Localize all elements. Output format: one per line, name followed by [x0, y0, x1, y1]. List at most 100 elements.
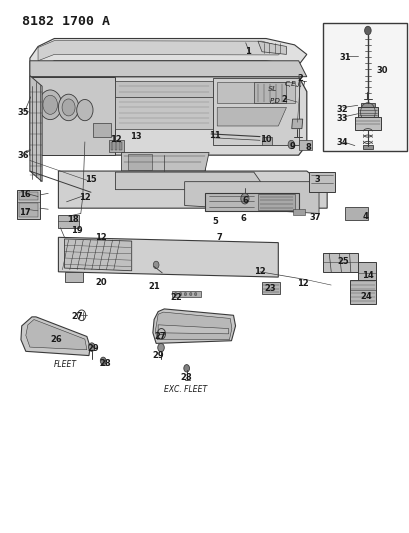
Polygon shape — [109, 140, 123, 152]
Text: 34: 34 — [336, 139, 348, 148]
Text: 36: 36 — [17, 151, 29, 160]
Polygon shape — [121, 152, 209, 171]
Circle shape — [189, 293, 191, 296]
Polygon shape — [21, 317, 90, 356]
Text: 31: 31 — [339, 53, 351, 62]
Circle shape — [76, 100, 93, 120]
Polygon shape — [153, 309, 235, 343]
Polygon shape — [144, 155, 204, 171]
Polygon shape — [217, 82, 294, 103]
Text: EXC. FLEET: EXC. FLEET — [164, 385, 207, 394]
Polygon shape — [118, 142, 121, 150]
Text: 26: 26 — [50, 335, 62, 344]
Polygon shape — [127, 154, 152, 170]
Polygon shape — [357, 108, 377, 117]
Text: 29: 29 — [152, 351, 164, 360]
Text: 28: 28 — [180, 373, 192, 382]
Text: 30: 30 — [375, 66, 387, 75]
Text: 3: 3 — [313, 174, 319, 183]
Polygon shape — [298, 140, 311, 150]
Circle shape — [179, 293, 181, 296]
Text: 32: 32 — [336, 104, 348, 114]
Polygon shape — [349, 280, 375, 304]
Polygon shape — [17, 190, 40, 219]
Polygon shape — [308, 172, 335, 192]
Polygon shape — [155, 312, 231, 340]
Text: FLEET: FLEET — [54, 360, 76, 369]
Bar — [322, 22, 406, 151]
Text: 21: 21 — [148, 282, 160, 291]
Circle shape — [100, 357, 106, 365]
Text: 25: 25 — [337, 257, 348, 265]
Text: 29: 29 — [87, 344, 99, 353]
Polygon shape — [292, 209, 304, 215]
Polygon shape — [261, 282, 280, 294]
Polygon shape — [184, 182, 318, 214]
Polygon shape — [30, 76, 42, 182]
Polygon shape — [115, 172, 265, 190]
Polygon shape — [158, 325, 228, 334]
Circle shape — [153, 261, 159, 269]
Polygon shape — [115, 97, 213, 128]
Text: 4: 4 — [362, 212, 368, 221]
Text: 12: 12 — [296, 279, 308, 288]
Polygon shape — [64, 272, 83, 282]
Text: 14: 14 — [361, 271, 373, 280]
Polygon shape — [30, 77, 306, 155]
Text: 6: 6 — [242, 196, 248, 205]
Circle shape — [364, 26, 370, 35]
Text: 9: 9 — [289, 142, 295, 151]
Polygon shape — [204, 193, 298, 211]
Polygon shape — [58, 215, 79, 228]
Circle shape — [184, 293, 186, 296]
Text: 37: 37 — [308, 213, 320, 222]
Polygon shape — [64, 239, 131, 271]
Polygon shape — [110, 142, 113, 150]
Polygon shape — [172, 292, 200, 297]
Polygon shape — [322, 253, 357, 272]
Text: 23: 23 — [264, 284, 275, 293]
Polygon shape — [93, 123, 111, 136]
Text: 7: 7 — [216, 233, 222, 242]
Circle shape — [157, 343, 164, 352]
Text: 22: 22 — [170, 293, 182, 302]
Text: 28: 28 — [99, 359, 111, 367]
Polygon shape — [217, 108, 286, 126]
Polygon shape — [30, 77, 115, 155]
Text: 13: 13 — [130, 132, 141, 141]
Text: P,D: P,D — [269, 98, 279, 104]
Text: 18: 18 — [67, 215, 78, 224]
Text: 16: 16 — [19, 190, 31, 199]
Text: 12: 12 — [79, 193, 90, 202]
Polygon shape — [58, 171, 326, 208]
Text: C,E,J,T: C,E,J,T — [284, 80, 306, 86]
Polygon shape — [115, 81, 213, 97]
Circle shape — [288, 140, 294, 149]
Polygon shape — [360, 103, 374, 108]
Circle shape — [240, 193, 248, 204]
Polygon shape — [26, 319, 87, 350]
Text: 19: 19 — [71, 226, 82, 235]
Text: 15: 15 — [85, 174, 97, 183]
Polygon shape — [19, 192, 38, 200]
Polygon shape — [30, 38, 306, 76]
Circle shape — [86, 177, 93, 186]
Text: 2: 2 — [281, 95, 287, 104]
Circle shape — [58, 94, 79, 120]
Text: 5: 5 — [212, 217, 218, 226]
Circle shape — [43, 95, 57, 114]
Text: 6: 6 — [240, 214, 246, 223]
Text: 12: 12 — [254, 268, 265, 276]
Polygon shape — [213, 78, 298, 144]
Polygon shape — [362, 144, 372, 149]
Circle shape — [183, 365, 189, 372]
Text: SL: SL — [267, 86, 276, 92]
Text: 27: 27 — [71, 312, 82, 321]
Text: 35: 35 — [17, 108, 29, 117]
Text: 33: 33 — [336, 114, 348, 123]
Circle shape — [39, 90, 61, 119]
Circle shape — [62, 99, 75, 116]
Text: 24: 24 — [359, 292, 371, 301]
Text: 11: 11 — [209, 131, 220, 140]
Text: 8: 8 — [305, 143, 311, 152]
